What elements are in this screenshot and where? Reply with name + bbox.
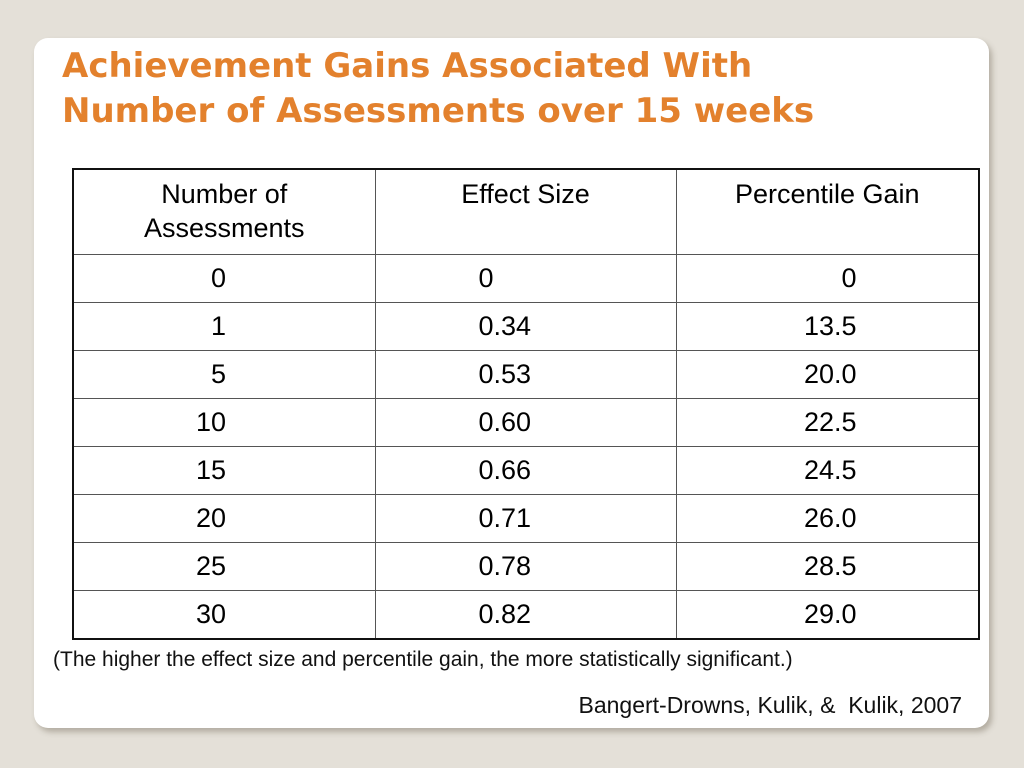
cell-value: 20 [195,502,226,533]
cell-value: 0.82 [478,598,532,629]
cell-percentile-gain: 13.5 [675,301,980,351]
cell-number-of-assessments: 5 [72,349,376,399]
significance-note: (The higher the effect size and percenti… [53,648,793,671]
cell-number-of-assessments: 1 [72,301,376,351]
cell-effect-size: 0 [374,253,677,303]
cell-value: 1 [210,310,226,341]
header-text: Percentile Gain [734,179,920,209]
title-line-1: Achievement Gains Associated With [62,46,753,86]
cell-percentile-gain: 24.5 [675,445,980,495]
cell-percentile-gain: 28.5 [675,541,980,591]
table-row: 15 0.66 24.5 [72,445,980,495]
cell-value: 22.5 [803,406,857,437]
cell-percentile-gain: 26.0 [675,493,980,543]
slide-title: Achievement Gains Associated With Number… [62,44,982,134]
cell-value: 20.0 [803,358,857,389]
header-text: Effect Size [461,179,590,209]
cell-effect-size: 0.66 [374,445,677,495]
table-row: 1 0.34 13.5 [72,301,980,351]
cell-percentile-gain: 20.0 [675,349,980,399]
cell-effect-size: 0.34 [374,301,677,351]
header-text: Number of [161,179,288,209]
cell-value: 10 [195,406,226,437]
cell-number-of-assessments: 25 [72,541,376,591]
cell-value: 0.60 [478,406,532,437]
table-row: 0 0 0 [72,253,980,303]
cell-number-of-assessments: 10 [72,397,376,447]
header-text: Assessments [143,213,305,243]
cell-value: 26.0 [803,502,857,533]
header-percentile-gain: Percentile Gain [675,168,980,255]
cell-value: 13.5 [803,310,857,341]
cell-value: 5 [210,358,226,389]
table-row: 20 0.71 26.0 [72,493,980,543]
cell-value: 24.5 [803,454,857,485]
cell-value: 0.71 [478,502,532,533]
cell-value: 0.78 [478,550,532,581]
cell-percentile-gain: 22.5 [675,397,980,447]
assessment-table: Number of Assessments Effect Size Percen… [72,168,980,640]
table-row: 5 0.53 20.0 [72,349,980,399]
header-number-of-assessments: Number of Assessments [72,168,376,255]
table-header-row: Number of Assessments Effect Size Percen… [72,168,980,255]
cell-number-of-assessments: 20 [72,493,376,543]
table-body: 0 0 0 1 0.34 13.5 5 0.53 20.0 10 0.60 22.5 15 0.66 24.… [72,253,980,639]
cell-value: 15 [195,454,226,485]
cell-effect-size: 0.82 [374,589,677,639]
cell-value: 28.5 [803,550,857,581]
cell-effect-size: 0.71 [374,493,677,543]
cell-value: 30 [195,598,226,629]
table-row: 25 0.78 28.5 [72,541,980,591]
cell-value: 0 [478,262,494,293]
table-row: 30 0.82 29.0 [72,589,980,639]
cell-value: 0.34 [478,310,532,341]
cell-number-of-assessments: 15 [72,445,376,495]
cell-value: 29.0 [803,598,857,629]
cell-effect-size: 0.78 [374,541,677,591]
cell-value: 0 [841,262,857,293]
cell-number-of-assessments: 0 [72,253,376,303]
cell-percentile-gain: 29.0 [675,589,980,639]
cell-value: 0.66 [478,454,532,485]
cell-number-of-assessments: 30 [72,589,376,639]
citation: Bangert-Drowns, Kulik, & Kulik, 2007 [578,692,962,718]
header-effect-size: Effect Size [374,168,677,255]
cell-percentile-gain: 0 [675,253,980,303]
cell-effect-size: 0.53 [374,349,677,399]
title-line-2: Number of Assessments over 15 weeks [62,91,815,131]
cell-value: 0 [210,262,226,293]
cell-effect-size: 0.60 [374,397,677,447]
table-row: 10 0.60 22.5 [72,397,980,447]
cell-value: 25 [195,550,226,581]
cell-value: 0.53 [478,358,532,389]
